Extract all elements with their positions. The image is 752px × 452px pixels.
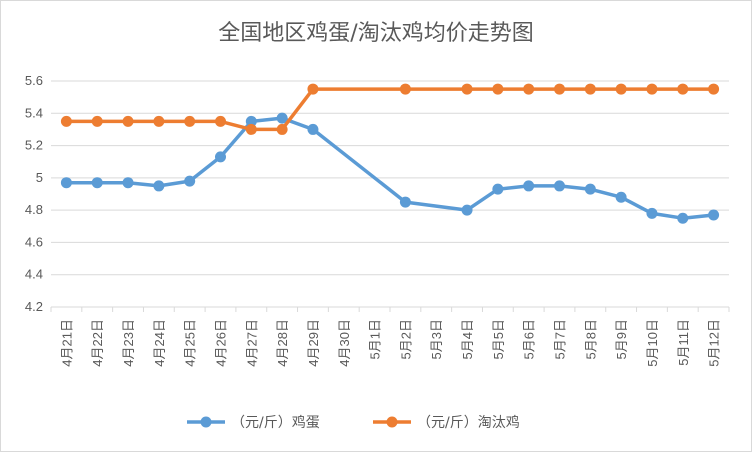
- data-point-1: [523, 83, 535, 95]
- data-point-1: [276, 123, 288, 135]
- y-tick-label: 5.4: [25, 105, 43, 120]
- data-point-1: [584, 83, 596, 95]
- data-point-1: [708, 83, 720, 95]
- data-point-0: [153, 180, 165, 192]
- x-tick-label: 4月29日: [306, 319, 321, 367]
- data-point-1: [215, 115, 226, 127]
- legend-marker-0: [200, 416, 212, 428]
- x-tick-label: 5月3日: [429, 319, 444, 359]
- data-point-1: [307, 83, 319, 95]
- legend-label-0: （元/斤）鸡蛋: [231, 414, 320, 431]
- data-point-1: [677, 83, 689, 95]
- data-point-1: [615, 83, 627, 95]
- data-point-1: [554, 83, 565, 95]
- data-point-0: [276, 112, 288, 124]
- x-tick-label: 4月25日: [183, 319, 198, 367]
- y-tick-label: 5.2: [25, 138, 43, 153]
- data-point-0: [399, 196, 411, 208]
- x-tick-label: 4月27日: [244, 319, 259, 367]
- y-tick-label: 4.2: [25, 299, 43, 314]
- data-point-0: [677, 212, 689, 224]
- data-point-0: [215, 151, 226, 163]
- data-point-1: [245, 123, 257, 135]
- data-point-0: [584, 183, 596, 195]
- data-point-0: [184, 175, 196, 187]
- data-point-1: [60, 115, 72, 127]
- y-tick-label: 4.6: [25, 234, 43, 249]
- data-point-1: [492, 83, 504, 95]
- y-tick-label: 4.8: [25, 202, 43, 217]
- data-point-0: [461, 204, 473, 216]
- x-tick-label: 5月5日: [491, 319, 506, 359]
- chart-title: 全国地区鸡蛋/淘汰鸡均价走势图: [218, 21, 534, 46]
- data-point-1: [461, 83, 473, 95]
- x-tick-label: 4月28日: [275, 319, 290, 367]
- data-point-0: [646, 207, 658, 219]
- data-point-0: [554, 180, 565, 192]
- data-point-0: [245, 115, 257, 127]
- data-point-0: [615, 191, 627, 203]
- data-point-0: [708, 209, 720, 221]
- data-point-1: [399, 83, 411, 95]
- data-point-1: [91, 115, 103, 127]
- y-tick-label: 4.4: [25, 267, 43, 282]
- x-tick-label: 4月22日: [90, 319, 105, 367]
- y-tick-label: 5: [36, 170, 43, 185]
- data-point-0: [492, 183, 504, 195]
- x-tick-label: 5月2日: [398, 319, 413, 359]
- x-tick-label: 5月8日: [583, 319, 598, 359]
- series-line-0: [64, 116, 716, 220]
- data-point-0: [307, 123, 319, 135]
- x-tick-label: 5月9日: [614, 319, 629, 359]
- data-point-1: [184, 115, 196, 127]
- x-tick-label: 4月21日: [59, 319, 74, 367]
- x-tick-label: 4月26日: [214, 319, 229, 367]
- x-tick-label: 5月12日: [707, 319, 722, 367]
- data-point-0: [122, 177, 134, 189]
- x-tick-label: 4月24日: [152, 319, 167, 367]
- x-tick-label: 5月11日: [676, 319, 691, 366]
- data-point-0: [91, 177, 103, 189]
- data-point-1: [646, 83, 658, 95]
- data-point-1: [122, 115, 134, 127]
- x-tick-label: 5月10日: [645, 319, 660, 367]
- legend-marker-1: [386, 416, 398, 428]
- data-point-0: [60, 177, 72, 189]
- x-tick-label: 5月7日: [553, 319, 568, 359]
- y-tick-label: 5.6: [25, 73, 43, 88]
- x-tick-label: 5月6日: [522, 319, 537, 359]
- x-tick-label: 5月1日: [368, 319, 383, 359]
- data-point-1: [153, 115, 165, 127]
- x-tick-label: 4月30日: [337, 319, 352, 367]
- legend-label-1: （元/斤）淘汰鸡: [417, 414, 520, 431]
- data-point-0: [523, 180, 535, 192]
- x-tick-label: 5月4日: [460, 319, 475, 359]
- x-tick-label: 4月23日: [121, 319, 136, 367]
